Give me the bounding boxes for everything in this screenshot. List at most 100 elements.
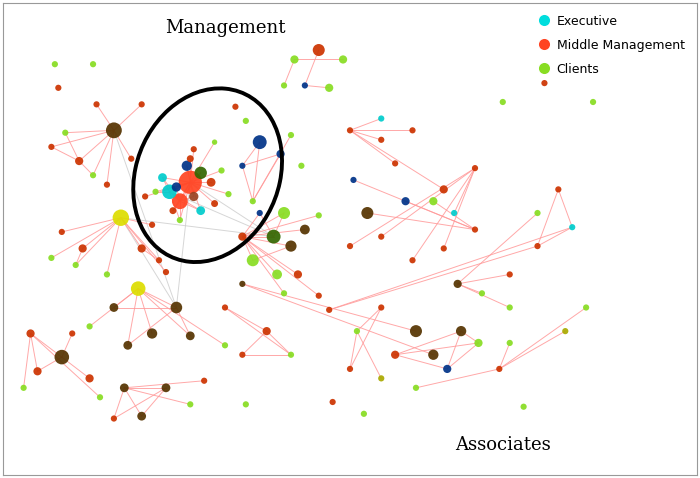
Point (230, 103, 241, 110)
Point (247, 256, 258, 264)
Point (327, 398, 338, 406)
Point (122, 341, 134, 349)
Text: Associates: Associates (455, 436, 551, 454)
Point (171, 304, 182, 311)
Point (206, 178, 217, 186)
Point (286, 351, 297, 358)
Point (185, 332, 196, 340)
Point (164, 188, 175, 196)
Point (313, 292, 324, 300)
Point (376, 304, 387, 311)
Point (518, 403, 529, 411)
Point (323, 84, 335, 92)
Point (88, 60, 99, 68)
Point (254, 138, 265, 146)
Point (296, 162, 307, 170)
Point (116, 214, 127, 222)
Point (136, 413, 147, 420)
Point (88, 172, 99, 179)
Point (237, 351, 248, 358)
Point (532, 242, 543, 250)
Point (70, 261, 81, 269)
Point (146, 330, 158, 337)
Point (209, 138, 220, 146)
Point (181, 162, 193, 170)
Point (400, 197, 411, 205)
Point (337, 55, 349, 63)
Point (470, 164, 481, 172)
Point (240, 117, 251, 125)
Point (279, 290, 290, 297)
Point (46, 254, 57, 262)
Point (344, 365, 356, 373)
Point (268, 233, 279, 240)
Point (66, 330, 78, 337)
Point (254, 209, 265, 217)
Point (275, 150, 286, 158)
Point (136, 245, 147, 252)
Point (209, 200, 220, 207)
Point (167, 207, 178, 215)
Point (351, 327, 363, 335)
Point (237, 233, 248, 240)
Point (407, 127, 418, 134)
Point (108, 304, 120, 311)
Point (476, 290, 487, 297)
Point (94, 393, 106, 401)
Point (25, 330, 36, 337)
Point (300, 82, 311, 89)
Point (102, 181, 113, 188)
Point (56, 353, 67, 361)
Point (49, 60, 60, 68)
Point (452, 280, 463, 288)
Point (470, 226, 481, 233)
Point (376, 233, 387, 240)
Point (449, 209, 460, 217)
Point (410, 384, 421, 391)
Point (247, 197, 258, 205)
Point (32, 368, 43, 375)
Point (108, 415, 120, 423)
Point (407, 256, 418, 264)
Point (504, 339, 515, 347)
Point (580, 304, 592, 311)
Point (150, 188, 161, 196)
Point (344, 242, 356, 250)
Point (358, 410, 370, 418)
Point (84, 375, 95, 382)
Point (56, 228, 67, 236)
Point (553, 185, 564, 193)
Point (108, 127, 120, 134)
Point (473, 339, 484, 347)
Point (74, 157, 85, 165)
Point (185, 155, 196, 163)
Point (504, 304, 515, 311)
Point (587, 98, 598, 106)
Point (119, 384, 130, 391)
Point (188, 193, 199, 200)
Point (174, 216, 186, 224)
Point (313, 46, 324, 54)
Point (84, 323, 95, 330)
Point (532, 209, 543, 217)
Point (286, 242, 297, 250)
Point (539, 79, 550, 87)
Point (300, 226, 311, 233)
Point (171, 183, 182, 191)
Point (348, 176, 359, 184)
Point (195, 169, 206, 177)
Point (185, 178, 196, 186)
Point (139, 193, 150, 200)
Point (146, 221, 158, 228)
Point (237, 280, 248, 288)
Point (376, 115, 387, 122)
Point (313, 212, 324, 219)
Point (560, 327, 571, 335)
Point (428, 351, 439, 358)
Point (223, 190, 234, 198)
Point (52, 84, 64, 92)
Point (77, 245, 88, 252)
Point (60, 129, 71, 137)
Point (428, 197, 439, 205)
Point (195, 207, 206, 215)
